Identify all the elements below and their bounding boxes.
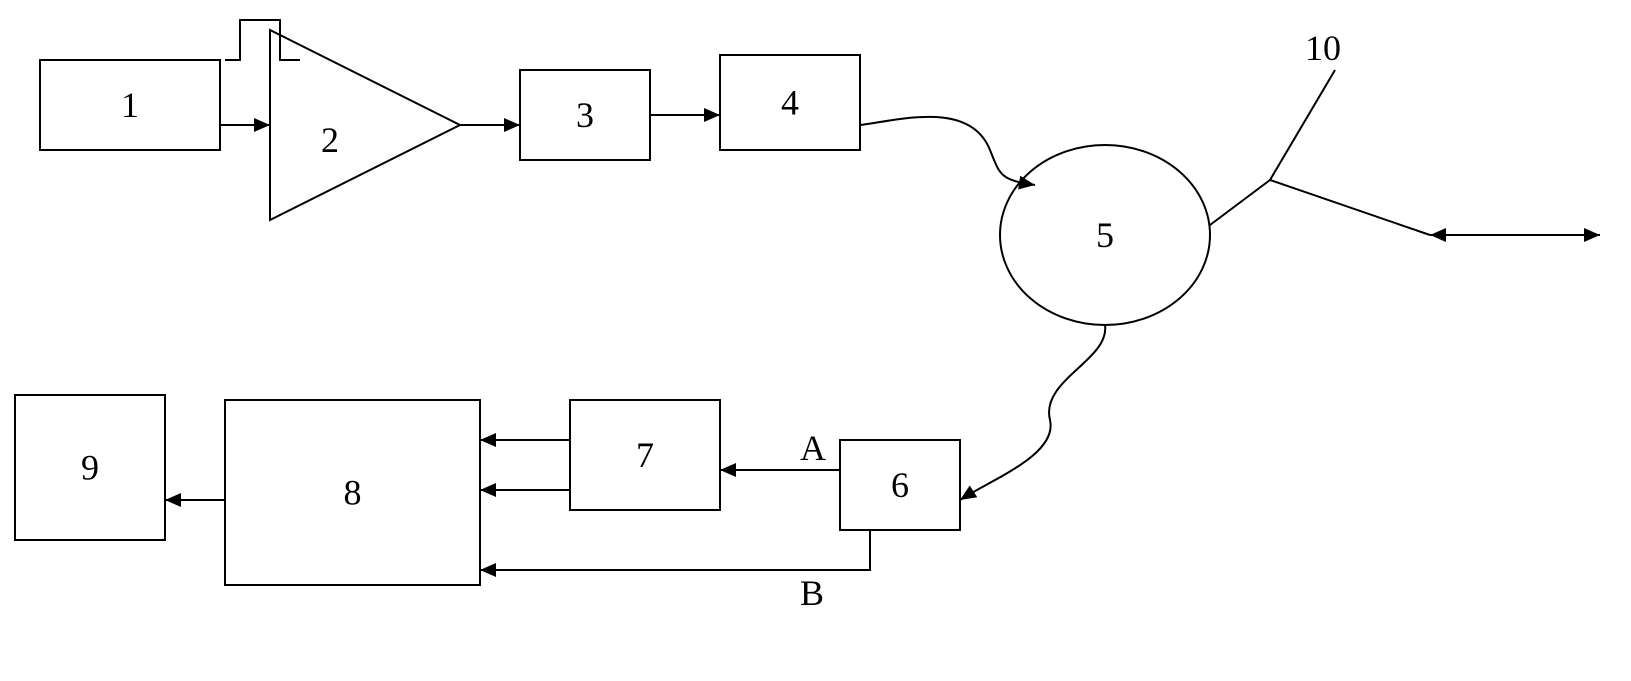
connector-curve <box>860 117 1035 185</box>
connector <box>1270 70 1335 180</box>
block-label: 2 <box>321 120 339 160</box>
arrowhead <box>480 433 496 447</box>
edge-label: B <box>800 573 824 613</box>
block-2 <box>270 30 460 220</box>
connector <box>1270 180 1430 235</box>
arrowhead <box>254 118 270 132</box>
connector <box>1210 180 1270 225</box>
block-label: 6 <box>891 465 909 505</box>
block-label: 4 <box>781 83 799 123</box>
arrowhead <box>720 463 736 477</box>
arrowhead <box>504 118 520 132</box>
arrowhead <box>480 483 496 497</box>
arrowhead <box>960 485 977 500</box>
arrowhead <box>480 563 496 577</box>
block-diagram: A B 1 2 3 4 5 6 7 8 9 10 <box>0 0 1631 681</box>
block-label: 9 <box>81 448 99 488</box>
connector <box>480 530 870 570</box>
block-label: 1 <box>121 85 139 125</box>
edge-label: A <box>800 428 826 468</box>
free-label: 10 <box>1305 28 1341 68</box>
arrowhead <box>1584 228 1600 242</box>
connector-curve <box>960 325 1105 500</box>
arrowhead <box>704 108 720 122</box>
arrowhead <box>165 493 181 507</box>
arrowhead <box>1430 228 1446 242</box>
block-label: 5 <box>1096 215 1114 255</box>
block-label: 8 <box>344 473 362 513</box>
block-label: 7 <box>636 435 654 475</box>
block-label: 3 <box>576 95 594 135</box>
